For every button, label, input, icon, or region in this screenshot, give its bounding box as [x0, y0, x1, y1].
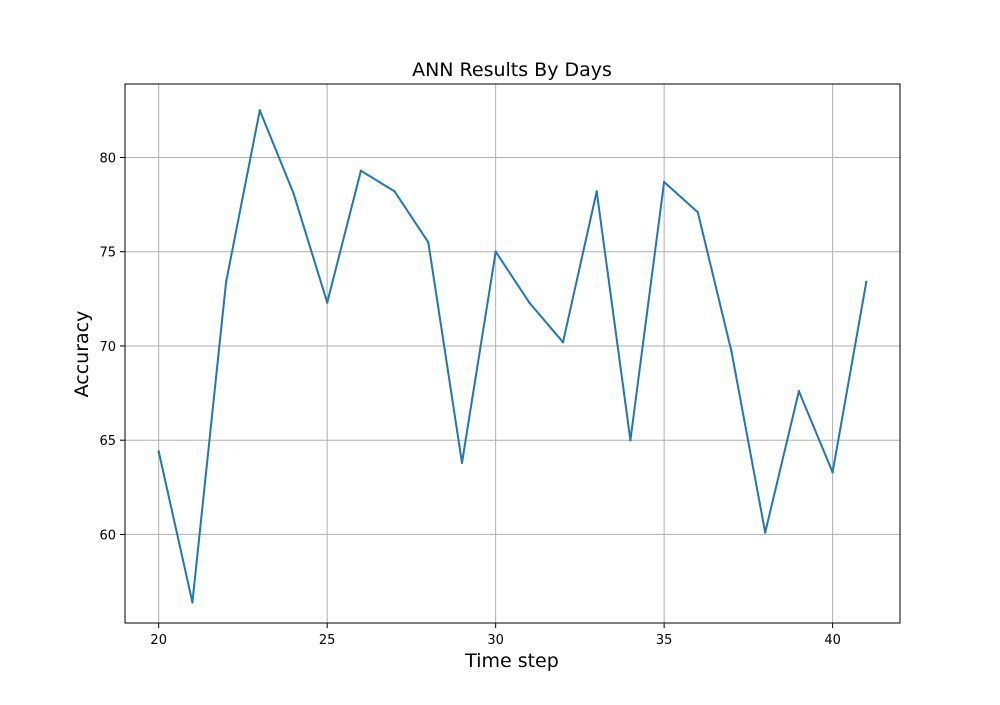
data-point [831, 471, 834, 474]
x-tick-label: 35 [656, 633, 673, 648]
data-point [865, 280, 868, 284]
x-tick-label: 20 [150, 633, 167, 648]
ticks: 20 25 30 35 40 60 65 70 75 80 [99, 152, 840, 649]
data-point [561, 340, 565, 344]
data-point [797, 389, 801, 393]
series-line [157, 109, 868, 604]
x-axis-title: Time step [464, 650, 559, 672]
data-point [224, 280, 228, 284]
data-point [595, 190, 598, 193]
data-point [764, 531, 767, 534]
chart-title: ANN Results By Days [412, 59, 612, 81]
data-point [191, 601, 194, 604]
grid [125, 84, 900, 623]
data-point [427, 241, 430, 244]
y-tick-label: 75 [99, 246, 116, 261]
data-point [325, 301, 329, 304]
y-tick-label: 60 [99, 528, 116, 543]
data-point [494, 250, 497, 253]
data-point [696, 210, 700, 214]
x-tick-label: 40 [824, 633, 841, 648]
data-point [730, 350, 733, 353]
data-point [258, 109, 261, 112]
data-point [629, 438, 632, 442]
y-tick-label: 80 [99, 152, 116, 167]
data-point [662, 180, 666, 184]
data-point [157, 450, 160, 453]
y-tick-label: 65 [99, 434, 116, 449]
x-tick-label: 30 [487, 633, 504, 648]
data-point [393, 190, 396, 193]
data-point [460, 461, 464, 465]
plot-frame [124, 83, 901, 624]
series-layer [157, 109, 868, 604]
data-point [292, 192, 295, 195]
y-axis-title: Accuracy [71, 311, 93, 398]
y-tick-label: 70 [99, 340, 116, 355]
data-point [359, 169, 363, 172]
x-tick-label: 25 [319, 633, 336, 648]
data-point [528, 301, 531, 304]
